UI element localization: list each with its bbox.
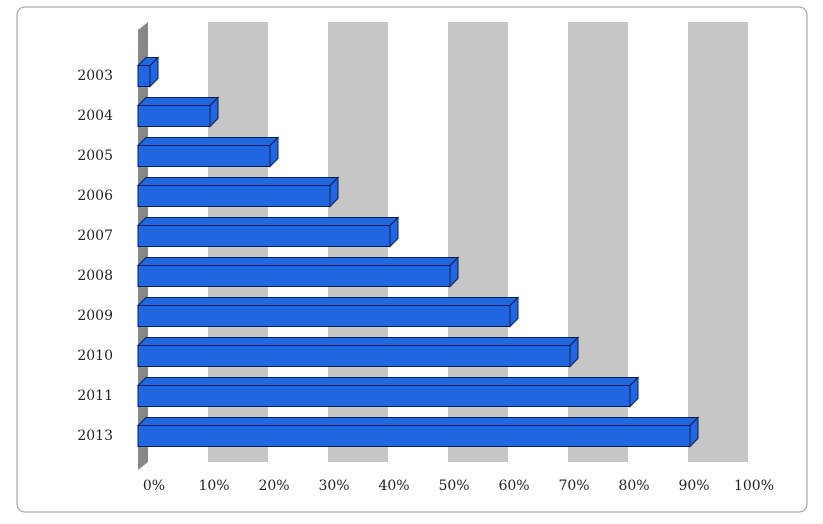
x-tick-label: 100% <box>734 478 774 494</box>
x-tick-label: 90% <box>678 478 709 494</box>
y-tick-label: 2009 <box>77 308 113 324</box>
y-tick-label: 2013 <box>77 428 113 444</box>
grid-band <box>688 22 748 462</box>
bar <box>137 65 151 87</box>
bar <box>137 305 511 327</box>
bar-top <box>136 377 640 386</box>
y-tick-label: 2005 <box>77 148 113 164</box>
y-tick-label: 2007 <box>77 228 113 244</box>
bar <box>137 265 451 287</box>
x-tick-label: 10% <box>198 478 229 494</box>
bar-top <box>136 297 520 306</box>
bar-top <box>136 217 400 226</box>
y-tick-label: 2004 <box>77 108 113 124</box>
bar-top <box>136 337 580 346</box>
x-tick-label: 0% <box>143 478 165 494</box>
x-tick-label: 60% <box>498 478 529 494</box>
x-tick-label: 70% <box>558 478 589 494</box>
bar <box>137 185 331 207</box>
bar <box>137 225 391 247</box>
x-tick-label: 30% <box>318 478 349 494</box>
bar-top <box>136 177 340 186</box>
x-tick-label: 20% <box>258 478 289 494</box>
bar-top <box>136 137 280 146</box>
y-tick-label: 2011 <box>77 388 113 404</box>
y-tick-label: 2003 <box>77 68 113 84</box>
bar-top <box>136 417 700 426</box>
y-tick-label: 2010 <box>77 348 113 364</box>
bar <box>137 105 211 127</box>
bar <box>137 425 691 447</box>
bar <box>137 345 571 367</box>
bar <box>137 385 631 407</box>
x-tick-label: 80% <box>618 478 649 494</box>
x-tick-label: 40% <box>378 478 409 494</box>
y-tick-label: 2006 <box>77 188 113 204</box>
bar-top <box>136 257 460 266</box>
bar <box>137 145 271 167</box>
x-tick-label: 50% <box>438 478 469 494</box>
y-tick-label: 2008 <box>77 268 113 284</box>
bar-top <box>136 97 220 106</box>
